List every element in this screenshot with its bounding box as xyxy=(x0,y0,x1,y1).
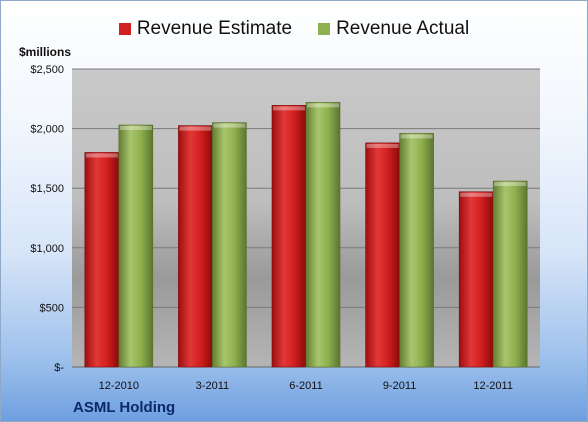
x-tick-label: 12-2011 xyxy=(473,380,513,392)
y-tick-label: $500 xyxy=(40,302,64,314)
bar-revenue-estimate xyxy=(271,105,307,368)
bar-revenue-estimate xyxy=(84,152,120,368)
bar-revenue-actual-highlight xyxy=(307,103,339,108)
y-axis-label: $millions xyxy=(19,45,72,59)
x-tick-label: 6-2011 xyxy=(289,380,322,392)
legend-item-actual: Revenue Actual xyxy=(318,18,469,40)
bar-revenue-estimate-highlight xyxy=(273,106,305,111)
legend-swatch-actual xyxy=(318,23,331,35)
company-name: ASML Holding xyxy=(73,399,176,416)
bar-revenue-actual xyxy=(305,102,341,368)
y-tick-label: $1,000 xyxy=(30,243,64,255)
bar-revenue-estimate-highlight xyxy=(179,126,212,131)
bar-revenue-actual-highlight xyxy=(494,182,527,187)
bar-revenue-estimate xyxy=(458,191,494,368)
bar-revenue-actual xyxy=(399,133,434,368)
legend-label-actual: Revenue Actual xyxy=(336,18,470,39)
x-tick-label: 9-2011 xyxy=(383,380,416,392)
bar-revenue-actual xyxy=(492,180,528,368)
y-tick-label: $2,000 xyxy=(30,124,64,136)
x-axis-ticks: 12-2010 3-2011 6-2011 9-2011 12-2011 xyxy=(99,380,513,392)
y-tick-label: $1,500 xyxy=(30,183,64,195)
bars xyxy=(84,102,528,368)
legend: Revenue Estimate Revenue Actual xyxy=(1,18,587,40)
bar-revenue-actual-highlight xyxy=(400,134,433,139)
bar-revenue-estimate xyxy=(365,142,400,368)
bar-revenue-estimate xyxy=(178,125,213,368)
y-axis-ticks: $- $500 $1,000 $1,500 $2,000 $2,500 xyxy=(30,64,64,374)
bar-revenue-actual-highlight xyxy=(213,123,246,128)
bar-revenue-actual xyxy=(118,124,154,368)
bar-revenue-estimate-highlight xyxy=(85,153,118,158)
bar-revenue-estimate-highlight xyxy=(366,143,399,148)
bar-revenue-estimate-highlight xyxy=(460,192,493,197)
legend-label-estimate: Revenue Estimate xyxy=(136,18,293,39)
bar-revenue-actual xyxy=(212,122,247,368)
x-tick-label: 3-2011 xyxy=(196,380,229,392)
legend-item-estimate: Revenue Estimate xyxy=(118,18,293,40)
bar-revenue-actual-highlight xyxy=(119,126,152,131)
y-tick-label: $- xyxy=(54,362,64,374)
legend-swatch-estimate xyxy=(118,23,131,35)
y-tick-label: $2,500 xyxy=(30,64,64,76)
x-tick-label: 12-2010 xyxy=(99,380,139,392)
